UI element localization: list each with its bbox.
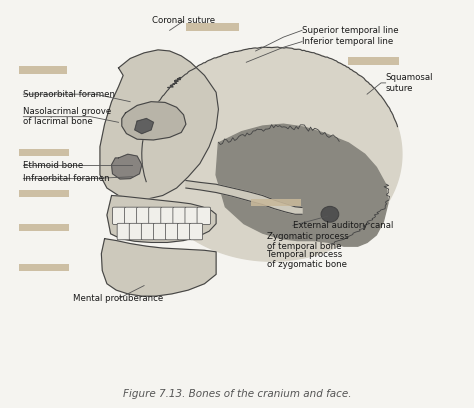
Polygon shape [135, 119, 154, 133]
Bar [18, 190, 69, 197]
Text: Temporal process
of zygomatic bone: Temporal process of zygomatic bone [267, 250, 347, 269]
Polygon shape [216, 124, 388, 246]
FancyBboxPatch shape [197, 207, 210, 224]
Polygon shape [186, 180, 302, 214]
FancyBboxPatch shape [161, 207, 174, 224]
FancyBboxPatch shape [165, 223, 179, 240]
Text: Nasolacrimal groove
of lacrimal bone: Nasolacrimal groove of lacrimal bone [23, 107, 111, 126]
FancyBboxPatch shape [185, 207, 199, 224]
Bar [251, 199, 301, 206]
FancyBboxPatch shape [129, 223, 142, 240]
Bar [18, 149, 69, 156]
Polygon shape [101, 239, 216, 296]
Text: Ethmoid bone: Ethmoid bone [23, 161, 83, 170]
FancyBboxPatch shape [141, 223, 155, 240]
Bar [18, 224, 69, 231]
FancyBboxPatch shape [112, 207, 126, 224]
Polygon shape [142, 47, 402, 261]
Text: Superior temporal line: Superior temporal line [302, 26, 399, 35]
FancyBboxPatch shape [154, 223, 166, 240]
FancyBboxPatch shape [190, 223, 202, 240]
Text: Infraorbital foramen: Infraorbital foramen [23, 174, 110, 183]
Bar [18, 264, 69, 271]
FancyBboxPatch shape [178, 223, 191, 240]
Bar [186, 23, 239, 31]
FancyBboxPatch shape [173, 207, 186, 224]
Text: Coronal suture: Coronal suture [152, 16, 215, 25]
Text: Mental protuberance: Mental protuberance [73, 294, 164, 303]
Ellipse shape [321, 206, 339, 222]
FancyBboxPatch shape [137, 207, 150, 224]
FancyBboxPatch shape [125, 207, 138, 224]
Text: Zygomatic process
of temporal bone: Zygomatic process of temporal bone [267, 232, 349, 251]
FancyBboxPatch shape [149, 207, 162, 224]
Polygon shape [111, 154, 142, 179]
Polygon shape [100, 50, 219, 199]
Text: Inferior temporal line: Inferior temporal line [302, 37, 393, 46]
Polygon shape [122, 102, 186, 140]
Text: Figure 7.13. Bones of the cranium and face.: Figure 7.13. Bones of the cranium and fa… [123, 389, 351, 399]
Polygon shape [107, 195, 216, 242]
Text: Squamosal
suture: Squamosal suture [386, 73, 433, 93]
FancyBboxPatch shape [117, 223, 130, 240]
Bar [18, 66, 67, 73]
Text: Supraorbital foramen: Supraorbital foramen [23, 90, 115, 99]
Bar [348, 58, 399, 65]
Text: External auditory canal: External auditory canal [293, 221, 393, 230]
